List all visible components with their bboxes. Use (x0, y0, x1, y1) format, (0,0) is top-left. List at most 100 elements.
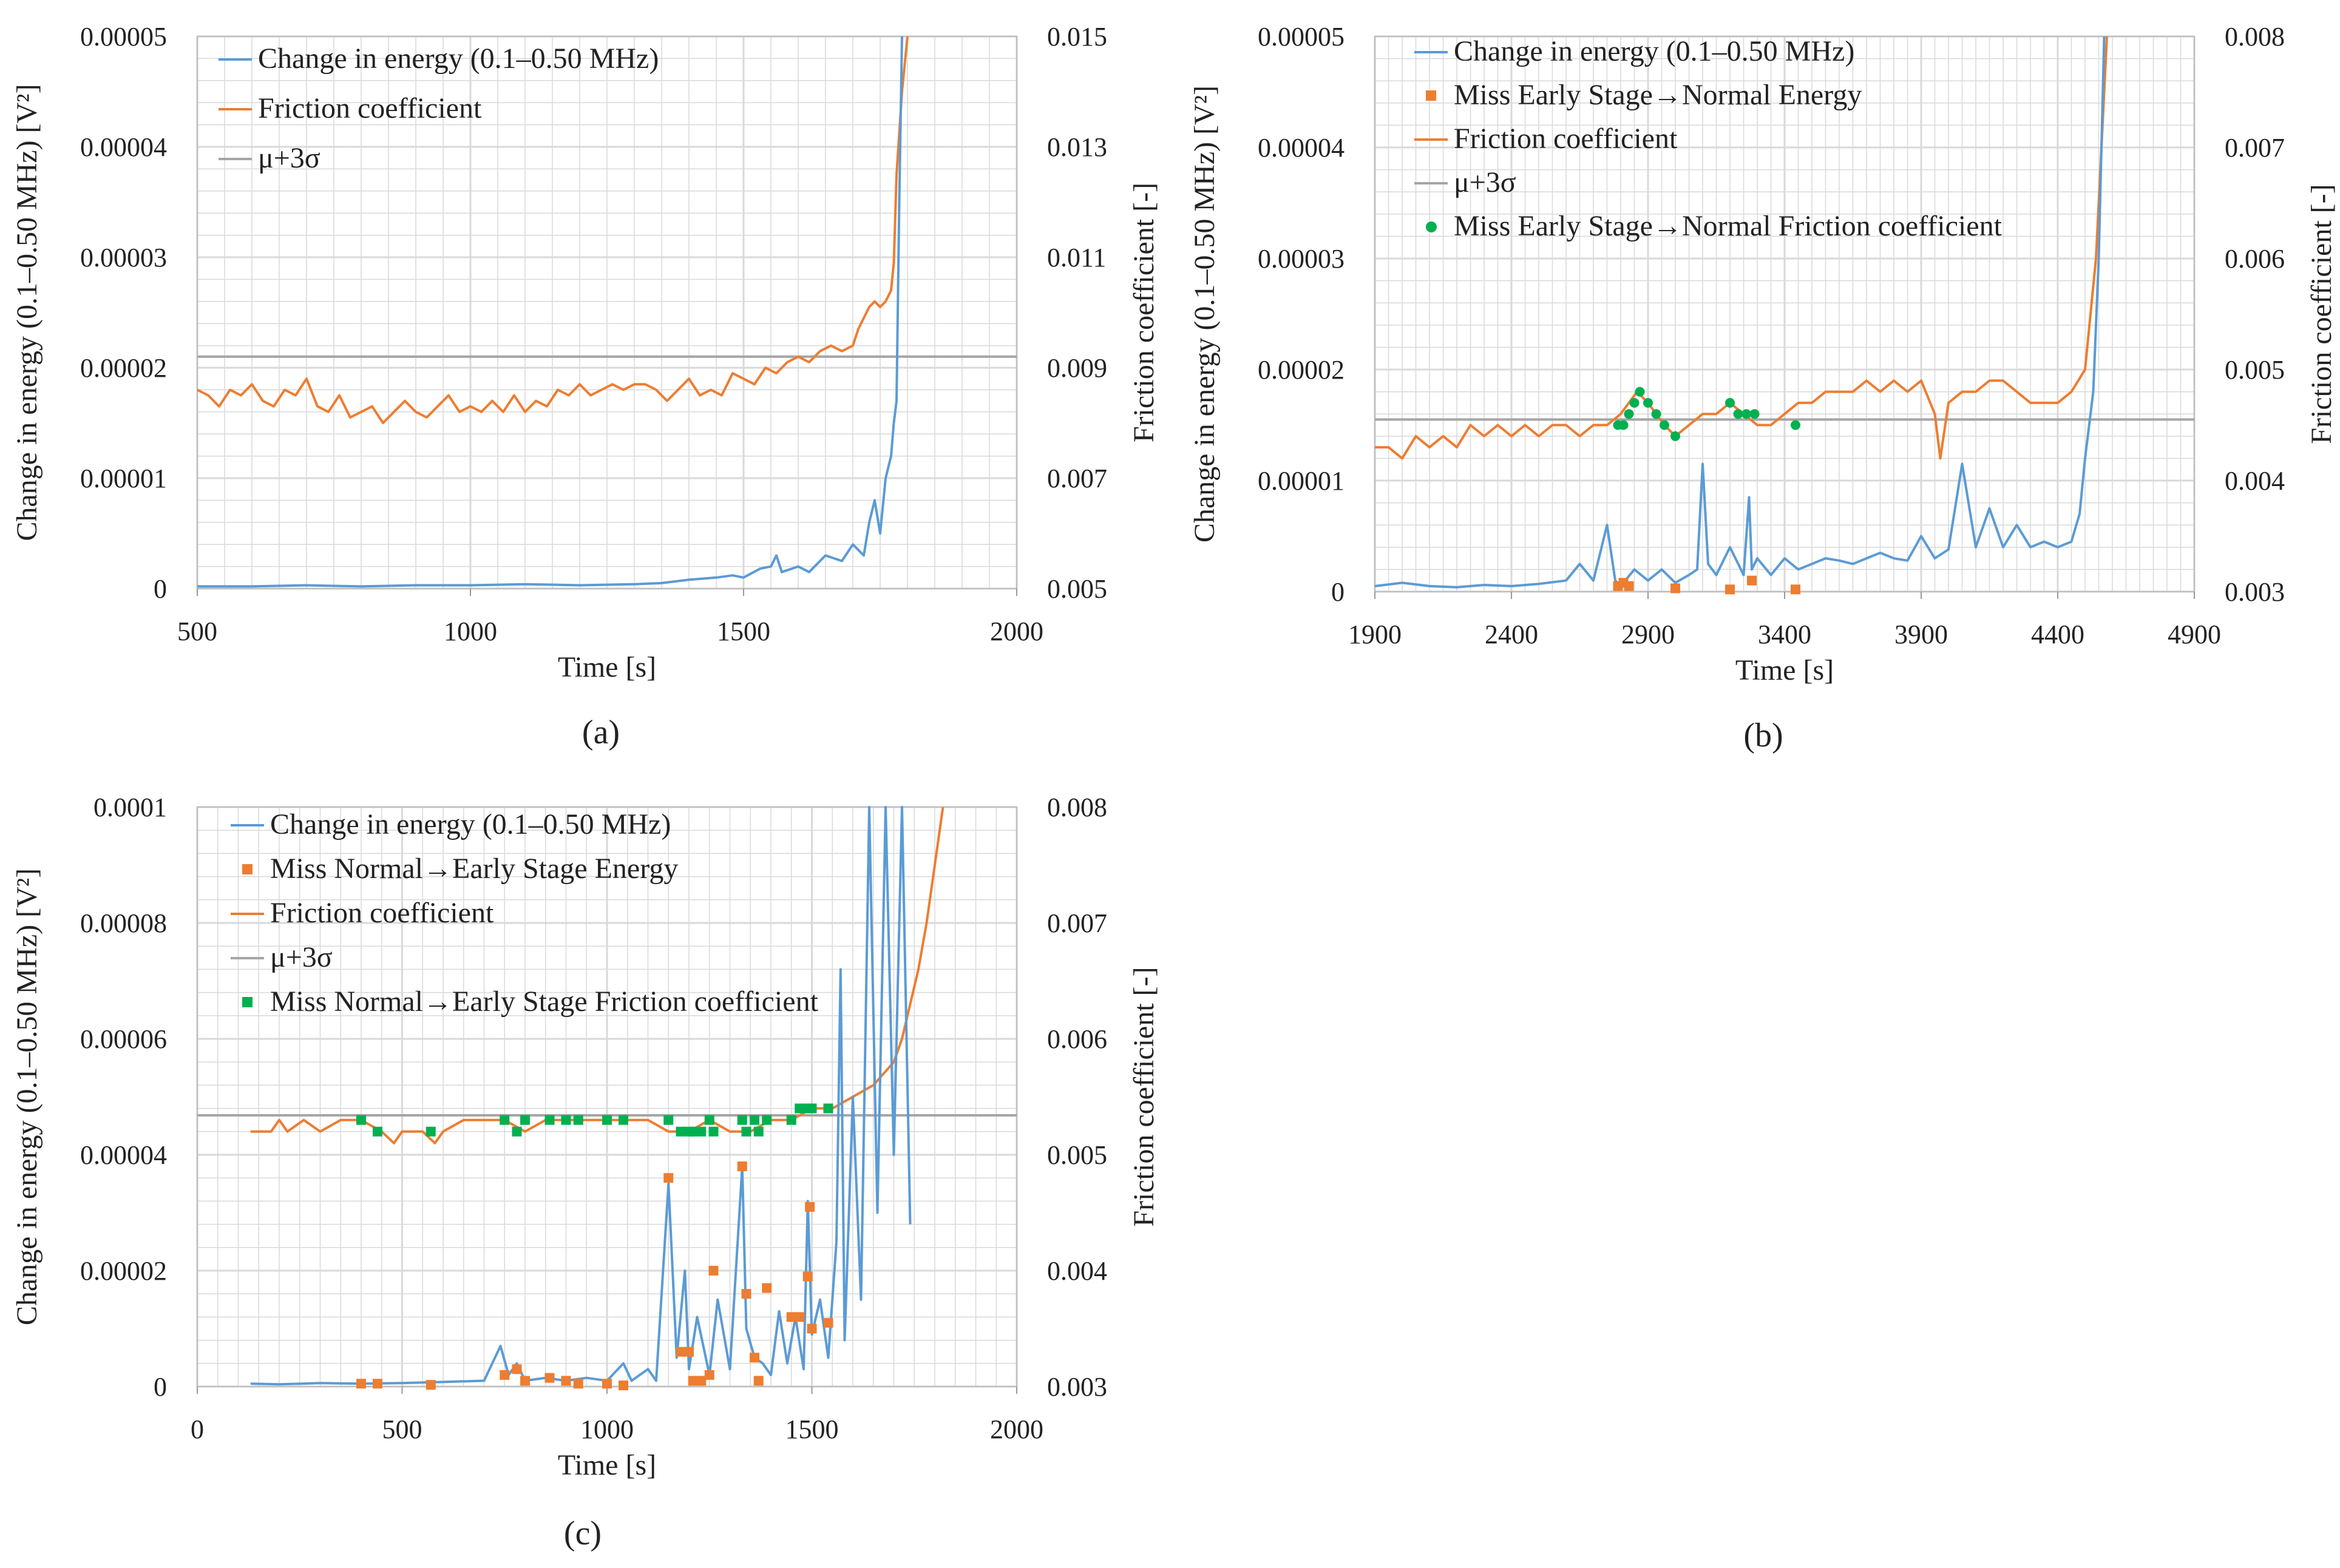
miss-friction-point (696, 1126, 707, 1137)
y2-tick-label: 0.008 (1047, 792, 1107, 822)
y-tick-label: 0.0001 (93, 792, 167, 822)
energy-series-line (1374, 36, 2106, 589)
miss-friction-point (544, 1115, 555, 1125)
y2-tick-label: 0.004 (2225, 466, 2285, 496)
miss-friction-point (663, 1115, 674, 1125)
miss-energy-point (823, 1317, 833, 1328)
y-tick-label: 0.00002 (80, 1256, 167, 1286)
legend-label: Change in energy (0.1–0.50 MHz) (1454, 35, 1854, 67)
miss-friction-point (1643, 397, 1653, 408)
legend-label: Miss Early Stage→Normal Energy (1454, 79, 1862, 111)
miss-energy-point (520, 1376, 530, 1386)
y-tick-label: 0.00006 (80, 1024, 167, 1054)
miss-friction-point (750, 1115, 759, 1125)
miss-energy-point (704, 1370, 714, 1380)
x-tick-label: 1500 (717, 617, 770, 646)
panel-caption: (b) (1743, 717, 1783, 754)
miss-energy-point (1670, 583, 1680, 593)
miss-friction-point (1725, 397, 1735, 408)
miss-friction-point (786, 1115, 796, 1125)
y-tick-label: 0.00004 (80, 132, 167, 162)
miss-energy-point (619, 1380, 628, 1391)
y-tick-label: 0.00002 (1258, 355, 1345, 385)
miss-friction-point (1660, 420, 1669, 430)
miss-energy-point (512, 1364, 522, 1374)
x-tick-label: 3400 (1758, 620, 1811, 649)
legend-label: Change in energy (0.1–0.50 MHz) (258, 42, 659, 75)
miss-friction-point (807, 1103, 817, 1113)
x-tick-label: 500 (177, 617, 217, 646)
y2-tick-label: 0.006 (1047, 1024, 1107, 1054)
miss-friction-point (512, 1126, 522, 1137)
legend-label: μ+3σ (270, 941, 333, 973)
legend: Change in energy (0.1–0.50 MHz) Miss Earl… (1414, 35, 2003, 242)
chart-a: 500 1000 1500 2000 0 0.00001 0.00002 0.00003 0.0… (11, 22, 1160, 751)
energy-series-line (197, 36, 903, 588)
miss-friction-point (520, 1115, 530, 1125)
y-axis-label: Change in energy (0.1–0.50 MHz) [V²] (11, 868, 43, 1325)
miss-friction-point (500, 1115, 510, 1125)
panel-caption: (c) (564, 1515, 602, 1552)
miss-energy-point (786, 1312, 796, 1322)
miss-energy-point (795, 1312, 805, 1322)
grid (1374, 35, 2196, 593)
legend-label: Friction coefficient (258, 92, 482, 124)
miss-friction-point (823, 1103, 833, 1113)
friction-series-line (197, 36, 909, 424)
x-tick-label: 500 (382, 1414, 422, 1444)
x-tick-label: 2900 (1621, 620, 1675, 649)
miss-energy-point (500, 1370, 510, 1380)
legend-key-dot (1426, 221, 1437, 232)
chart-c: 0 500 1000 1500 2000 0 0.00002 0.00004 0.00006 0.… (11, 792, 1160, 1552)
x-axis-label: Time [s] (558, 651, 656, 683)
miss-friction-point (356, 1115, 366, 1125)
miss-friction-point (1791, 420, 1800, 430)
x-tick-label: 1000 (444, 617, 497, 646)
plot-area (196, 35, 1018, 590)
miss-friction-point (1733, 409, 1743, 419)
miss-energy-point (802, 1271, 813, 1282)
y-tick-label: 0.00005 (1258, 22, 1345, 52)
miss-energy-point (1725, 584, 1735, 595)
x-axis-label: Time [s] (558, 1449, 656, 1481)
miss-friction-point (795, 1103, 805, 1113)
legend-label: Miss Normal→Early Stage Energy (270, 853, 678, 885)
y-tick-label: 0.00003 (80, 243, 167, 272)
x-tick-label: 2000 (990, 617, 1043, 646)
miss-energy-point (676, 1347, 686, 1357)
y-tick-label: 0 (154, 574, 167, 604)
miss-energy-point (602, 1379, 612, 1389)
miss-friction-point (676, 1126, 686, 1137)
miss-energy-point (741, 1289, 751, 1299)
y2-tick-label: 0.006 (2225, 244, 2285, 274)
miss-energy-point (807, 1323, 817, 1334)
y2-tick-label: 0.008 (2225, 22, 2285, 52)
miss-friction-point (426, 1126, 436, 1137)
grid (196, 806, 1018, 1388)
miss-energy-point (1747, 575, 1757, 586)
miss-energy-point (356, 1379, 366, 1389)
x-tick-label: 2000 (990, 1414, 1043, 1444)
y2-tick-label: 0.007 (1047, 908, 1107, 938)
y2-tick-label: 0.005 (2225, 355, 2285, 385)
miss-friction-point (1651, 409, 1661, 419)
x-tick-label: 0 (191, 1414, 204, 1444)
miss-friction-point (1670, 431, 1680, 441)
y-tick-label: 0.00002 (80, 353, 167, 383)
miss-energy-point (573, 1379, 583, 1389)
miss-friction-point (1635, 387, 1645, 397)
y2-axis-label: Friction coefficient [-] (2305, 184, 2338, 444)
y2-tick-label: 0.011 (1047, 243, 1106, 272)
grid (196, 35, 1018, 590)
y-axis-label: Change in energy (0.1–0.50 MHz) [V²] (1189, 86, 1221, 542)
miss-energy-point (684, 1347, 694, 1357)
x-tick-label: 3900 (1894, 620, 1948, 649)
y-tick-label: 0.00003 (1258, 244, 1345, 274)
miss-friction-point (1618, 420, 1629, 430)
y2-tick-label: 0.007 (2225, 133, 2285, 163)
miss-energy-point (708, 1266, 719, 1276)
miss-energy-point (1624, 581, 1634, 591)
y2-axis-label: Friction coefficient [-] (1128, 967, 1160, 1226)
miss-energy-point (561, 1376, 571, 1386)
